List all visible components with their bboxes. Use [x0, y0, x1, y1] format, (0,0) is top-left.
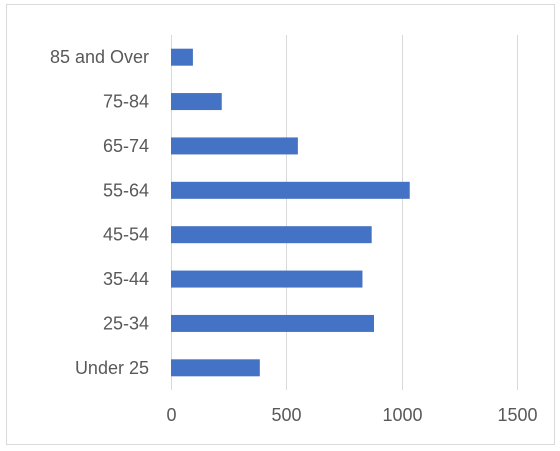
category-labels: 85 and Over 75-84 65-74 55-64 45-54 35-44 25-3…	[50, 47, 149, 378]
bar	[171, 181, 410, 199]
bar	[171, 314, 374, 332]
category-label: 65-74	[103, 136, 149, 156]
category-label: 35-44	[103, 269, 149, 289]
bar-chart: 85 and Over 75-84 65-74 55-64 45-54 35-44 25-3…	[50, 35, 538, 425]
category-label: 75-84	[103, 92, 149, 112]
bar	[171, 270, 363, 288]
bar	[171, 226, 372, 244]
bar	[171, 137, 298, 155]
bar	[171, 93, 222, 111]
bar	[171, 359, 260, 377]
x-tick-label: 1500	[497, 405, 537, 425]
x-tick-label: 0	[166, 405, 176, 425]
chart-area: 85 and Over 75-84 65-74 55-64 45-54 35-44 25-3…	[6, 4, 555, 445]
category-label: Under 25	[75, 358, 149, 378]
bar	[171, 48, 193, 66]
bars	[171, 48, 410, 377]
gridlines	[171, 35, 518, 390]
category-label: 85 and Over	[50, 47, 149, 67]
category-label: 45-54	[103, 225, 149, 245]
category-label: 55-64	[103, 180, 149, 200]
category-label: 25-34	[103, 313, 149, 333]
value-tick-labels: 0 500 1000 1500	[166, 405, 537, 425]
x-tick-label: 500	[271, 405, 301, 425]
x-tick-label: 1000	[382, 405, 422, 425]
